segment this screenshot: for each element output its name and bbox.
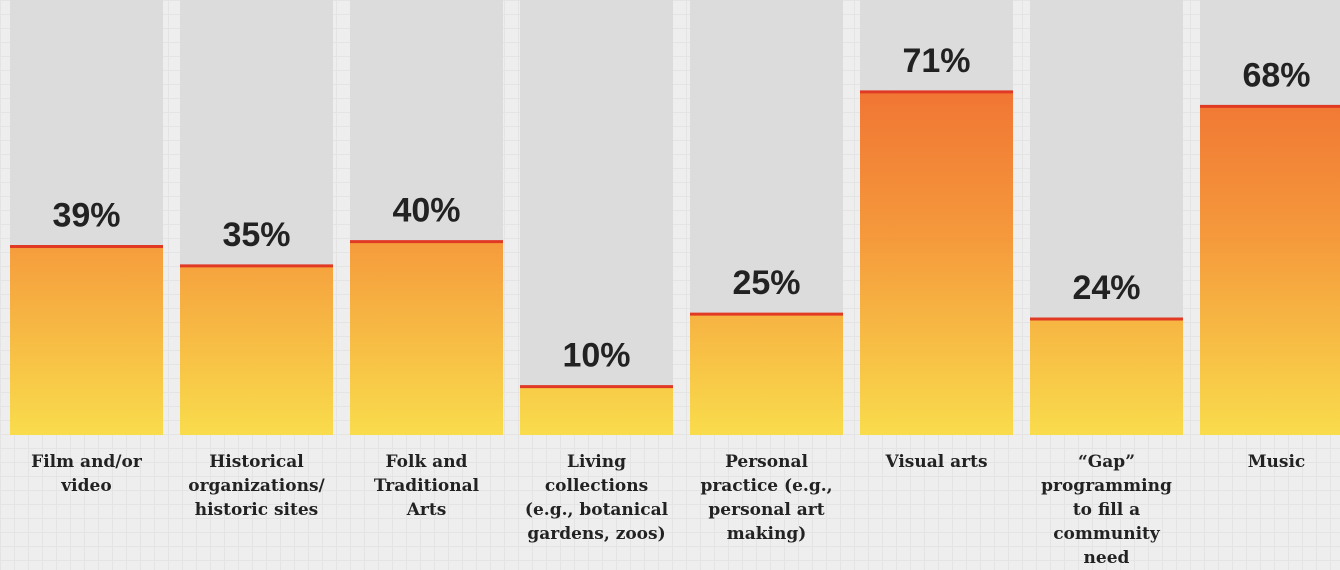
bar [520, 387, 673, 435]
bar [860, 92, 1013, 435]
value-label: 24% [1072, 269, 1140, 307]
bar [180, 266, 333, 435]
value-label: 35% [222, 216, 290, 254]
bar [1200, 106, 1340, 435]
value-label: 40% [392, 192, 460, 230]
bar [350, 242, 503, 435]
category-label: “Gap” programming to fill a community ne… [1032, 450, 1182, 570]
bar [1030, 319, 1183, 435]
value-label: 68% [1242, 56, 1310, 94]
category-label: Music [1202, 450, 1340, 474]
bar [690, 314, 843, 435]
category-label: Personal practice (e.g., personal art ma… [692, 450, 842, 546]
page: 39% 35% 40% 10% 25% 71% 24% 68% Film and/or vid… [0, 0, 1340, 558]
category-label: Living collections (e.g., botanical gard… [522, 450, 672, 546]
category-label: Historical organizations/ historic sites [182, 450, 332, 522]
bar [10, 247, 163, 436]
value-label: 39% [52, 197, 120, 235]
value-label: 25% [732, 264, 800, 302]
chart: 39% 35% 40% 10% 25% 71% 24% 68% [0, 0, 1340, 440]
category-label: Visual arts [862, 450, 1012, 474]
value-label: 10% [562, 337, 630, 375]
category-label: Film and/or video [12, 450, 162, 498]
value-label: 71% [902, 42, 970, 80]
category-label: Folk and Traditional Arts [352, 450, 502, 522]
